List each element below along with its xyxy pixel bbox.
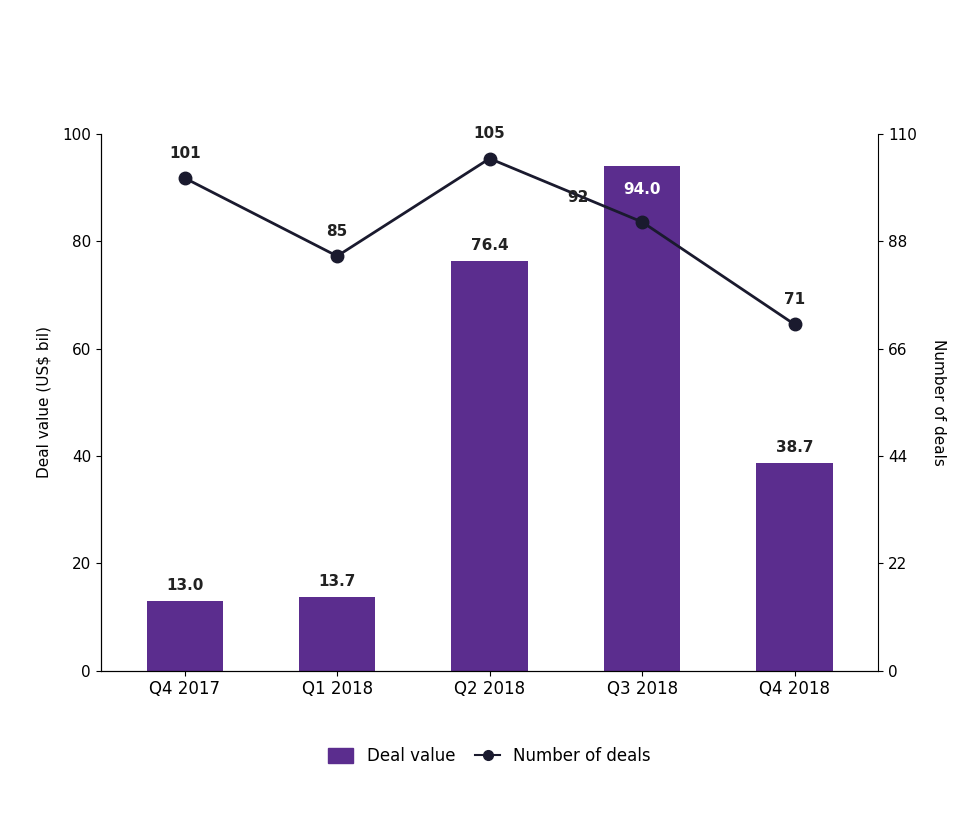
Bar — [147, 601, 223, 671]
Legend: Deal value, Number of deals: Deal value, Number of deals — [322, 741, 658, 772]
Text: 105: 105 — [473, 127, 506, 141]
Bar — [756, 463, 832, 671]
Bar — [604, 167, 681, 671]
Text: Source:  GlobalData, Oil and Gas Intelligence Center: Source: GlobalData, Oil and Gas Intellig… — [24, 764, 639, 785]
Bar — [451, 261, 528, 671]
Y-axis label: Deal value (US$ bil): Deal value (US$ bil) — [36, 327, 51, 478]
Text: 13.7: 13.7 — [319, 574, 356, 589]
Text: 38.7: 38.7 — [776, 440, 813, 455]
Text: 94.0: 94.0 — [623, 182, 660, 198]
Text: 85: 85 — [326, 224, 348, 239]
Y-axis label: Number of deals: Number of deals — [931, 339, 946, 466]
Text: 101: 101 — [169, 146, 201, 161]
Text: 92: 92 — [567, 190, 588, 205]
Bar — [299, 598, 375, 671]
Text: and count, Q42017 – Q4 2018: and count, Q42017 – Q4 2018 — [24, 84, 416, 107]
Text: Midstream global M&A deal value: Midstream global M&A deal value — [24, 34, 472, 59]
Text: 13.0: 13.0 — [166, 578, 204, 593]
Text: 76.4: 76.4 — [470, 237, 509, 253]
Text: 71: 71 — [784, 293, 805, 307]
